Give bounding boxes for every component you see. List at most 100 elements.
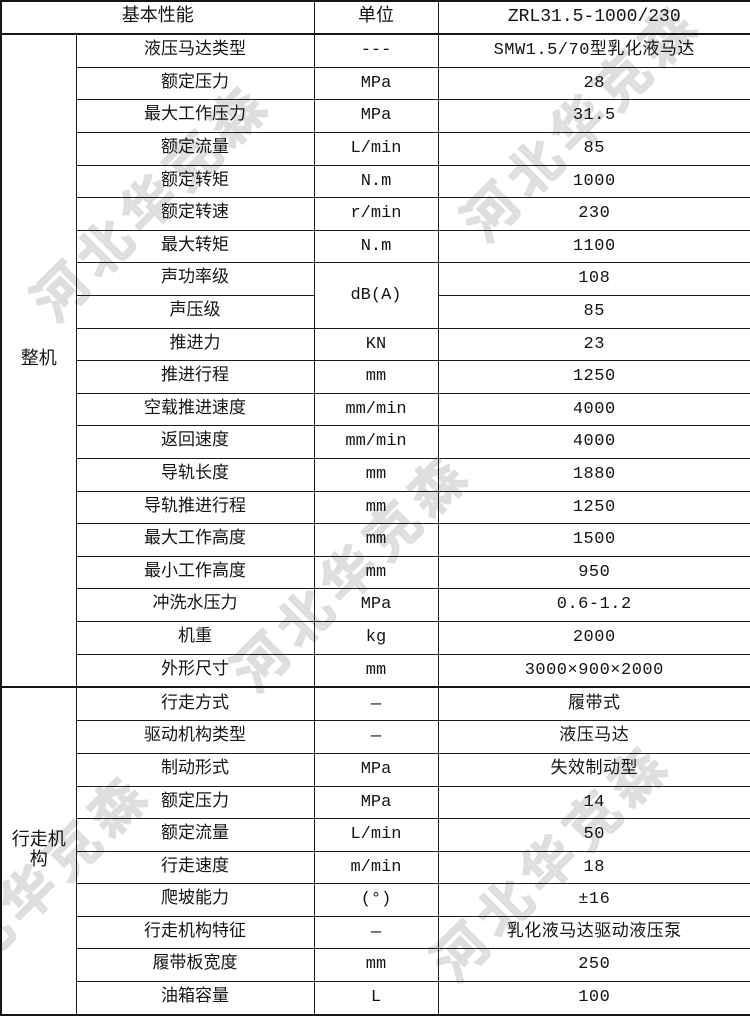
- unit-cell: mm: [313, 490, 439, 525]
- param-label-cell: 额定转矩: [75, 164, 315, 199]
- value-cell: 50: [437, 818, 750, 852]
- unit-cell: L: [313, 981, 439, 1016]
- unit-cell: m/min: [313, 850, 439, 885]
- table-row: 油箱容量 L 100: [1, 981, 750, 1016]
- header-model-number: ZRL31.5-1000/230: [437, 0, 750, 35]
- table-row: 制动形式 MPa 失效制动型: [1, 752, 750, 787]
- param-label-cell: 液压马达类型: [75, 32, 315, 68]
- param-label-cell: 制动形式: [75, 752, 315, 787]
- unit-cell: N.m: [313, 229, 439, 264]
- unit-cell: MPa: [313, 99, 439, 134]
- table-row: 推进力 KN 23: [1, 327, 750, 362]
- value-cell: ±16: [437, 883, 750, 917]
- value-cell: 1500: [437, 523, 750, 557]
- table-row: 推进行程 mm 1250: [1, 360, 750, 394]
- value-cell: 18: [437, 850, 750, 885]
- param-label-cell: 返回速度: [75, 425, 315, 459]
- param-label-cell: 行走机构特征: [75, 915, 315, 950]
- value-cell: 108: [437, 262, 750, 297]
- param-label-cell: 驱动机构类型: [75, 720, 315, 754]
- param-label-cell: 油箱容量: [75, 981, 315, 1016]
- unit-cell: dB(A): [313, 262, 439, 329]
- value-cell: 31.5: [437, 99, 750, 134]
- param-label-cell: 额定转速: [75, 197, 315, 231]
- param-label-cell: 声功率级: [75, 262, 315, 297]
- unit-cell: mm: [313, 458, 439, 492]
- param-label-cell: 爬坡能力: [75, 883, 315, 917]
- param-label-cell: 推进力: [75, 327, 315, 362]
- unit-cell: r/min: [313, 197, 439, 231]
- table-row: 冲洗水压力 MPa 0.6-1.2: [1, 588, 750, 622]
- param-label-cell: 行走方式: [75, 686, 315, 722]
- param-label-cell: 最小工作高度: [75, 555, 315, 590]
- value-cell: 液压马达: [437, 720, 750, 754]
- value-cell: 14: [437, 785, 750, 820]
- value-cell: SMW1.5/70型乳化液马达: [437, 32, 750, 68]
- table-row: 外形尺寸 mm 3000×900×2000: [1, 653, 750, 688]
- unit-cell: mm: [313, 653, 439, 688]
- table-row: 额定转矩 N.m 1000: [1, 164, 750, 199]
- value-cell: 乳化液马达驱动液压泵: [437, 915, 750, 950]
- unit-cell: L/min: [313, 132, 439, 166]
- unit-cell: MPa: [313, 752, 439, 787]
- value-cell: 1880: [437, 458, 750, 492]
- table-row: 声压级 85: [1, 295, 750, 329]
- param-label-cell: 最大工作压力: [75, 99, 315, 134]
- value-cell: 950: [437, 555, 750, 590]
- table-row: 最大转矩 N.m 1100: [1, 229, 750, 264]
- param-label-cell: 冲洗水压力: [75, 588, 315, 622]
- header-unit: 单位: [313, 0, 439, 35]
- param-label-cell: 额定压力: [75, 785, 315, 820]
- value-cell: 1000: [437, 164, 750, 199]
- table-row: 最大工作压力 MPa 31.5: [1, 99, 750, 134]
- value-cell: 4000: [437, 425, 750, 459]
- param-label-cell: 空载推进速度: [75, 392, 315, 427]
- table-row: 行走机构 行走方式 — 履带式: [0, 686, 750, 1016]
- unit-cell: mm/min: [313, 425, 439, 459]
- unit-cell: MPa: [313, 66, 439, 101]
- param-label-cell: 导轨推进行程: [75, 490, 315, 525]
- table-row: 最大工作高度 mm 1500: [1, 523, 750, 557]
- value-cell: 4000: [437, 392, 750, 427]
- unit-cell: kg: [313, 620, 439, 655]
- unit-cell: mm: [313, 523, 439, 557]
- unit-cell: (°): [313, 883, 439, 917]
- param-label-cell: 额定流量: [75, 132, 315, 166]
- header-basic-performance: 基本性能: [0, 0, 315, 35]
- value-cell: 85: [437, 295, 750, 329]
- unit-cell: MPa: [313, 588, 439, 622]
- table-row: 行走速度 m/min 18: [1, 850, 750, 885]
- unit-cell: mm: [313, 948, 439, 983]
- value-cell: 1250: [437, 490, 750, 525]
- value-cell: 2000: [437, 620, 750, 655]
- param-label-cell: 行走速度: [75, 850, 315, 885]
- table-row: 额定转速 r/min 230: [1, 197, 750, 231]
- table-row: 额定压力 MPa 14: [1, 785, 750, 820]
- group-cell: 整机: [0, 32, 77, 688]
- table-row: 导轨长度 mm 1880: [1, 458, 750, 492]
- value-cell: 23: [437, 327, 750, 362]
- table-row: 机重 kg 2000: [1, 620, 750, 655]
- table-row: 行走机构特征 — 乳化液马达驱动液压泵: [1, 915, 750, 950]
- unit-cell: KN: [313, 327, 439, 362]
- table-row: 空载推进速度 mm/min 4000: [1, 392, 750, 427]
- value-cell: 失效制动型: [437, 752, 750, 787]
- param-label-cell: 推进行程: [75, 360, 315, 394]
- param-label-cell: 导轨长度: [75, 458, 315, 492]
- table-row: 爬坡能力 (°) ±16: [1, 883, 750, 917]
- table-row: 额定压力 MPa 28: [1, 66, 750, 101]
- unit-cell: mm: [313, 360, 439, 394]
- value-cell: 履带式: [437, 686, 750, 722]
- param-label-cell: 声压级: [75, 295, 315, 329]
- unit-cell: L/min: [313, 818, 439, 852]
- value-cell: 1100: [437, 229, 750, 264]
- table-row: 返回速度 mm/min 4000: [1, 425, 750, 459]
- table-row: 额定流量 L/min 50: [1, 818, 750, 852]
- value-cell: 250: [437, 948, 750, 983]
- value-cell: 3000×900×2000: [437, 653, 750, 688]
- unit-cell: —: [313, 686, 439, 722]
- param-label-cell: 额定流量: [75, 818, 315, 852]
- unit-cell: N.m: [313, 164, 439, 199]
- value-cell: 230: [437, 197, 750, 231]
- unit-cell: —: [313, 720, 439, 754]
